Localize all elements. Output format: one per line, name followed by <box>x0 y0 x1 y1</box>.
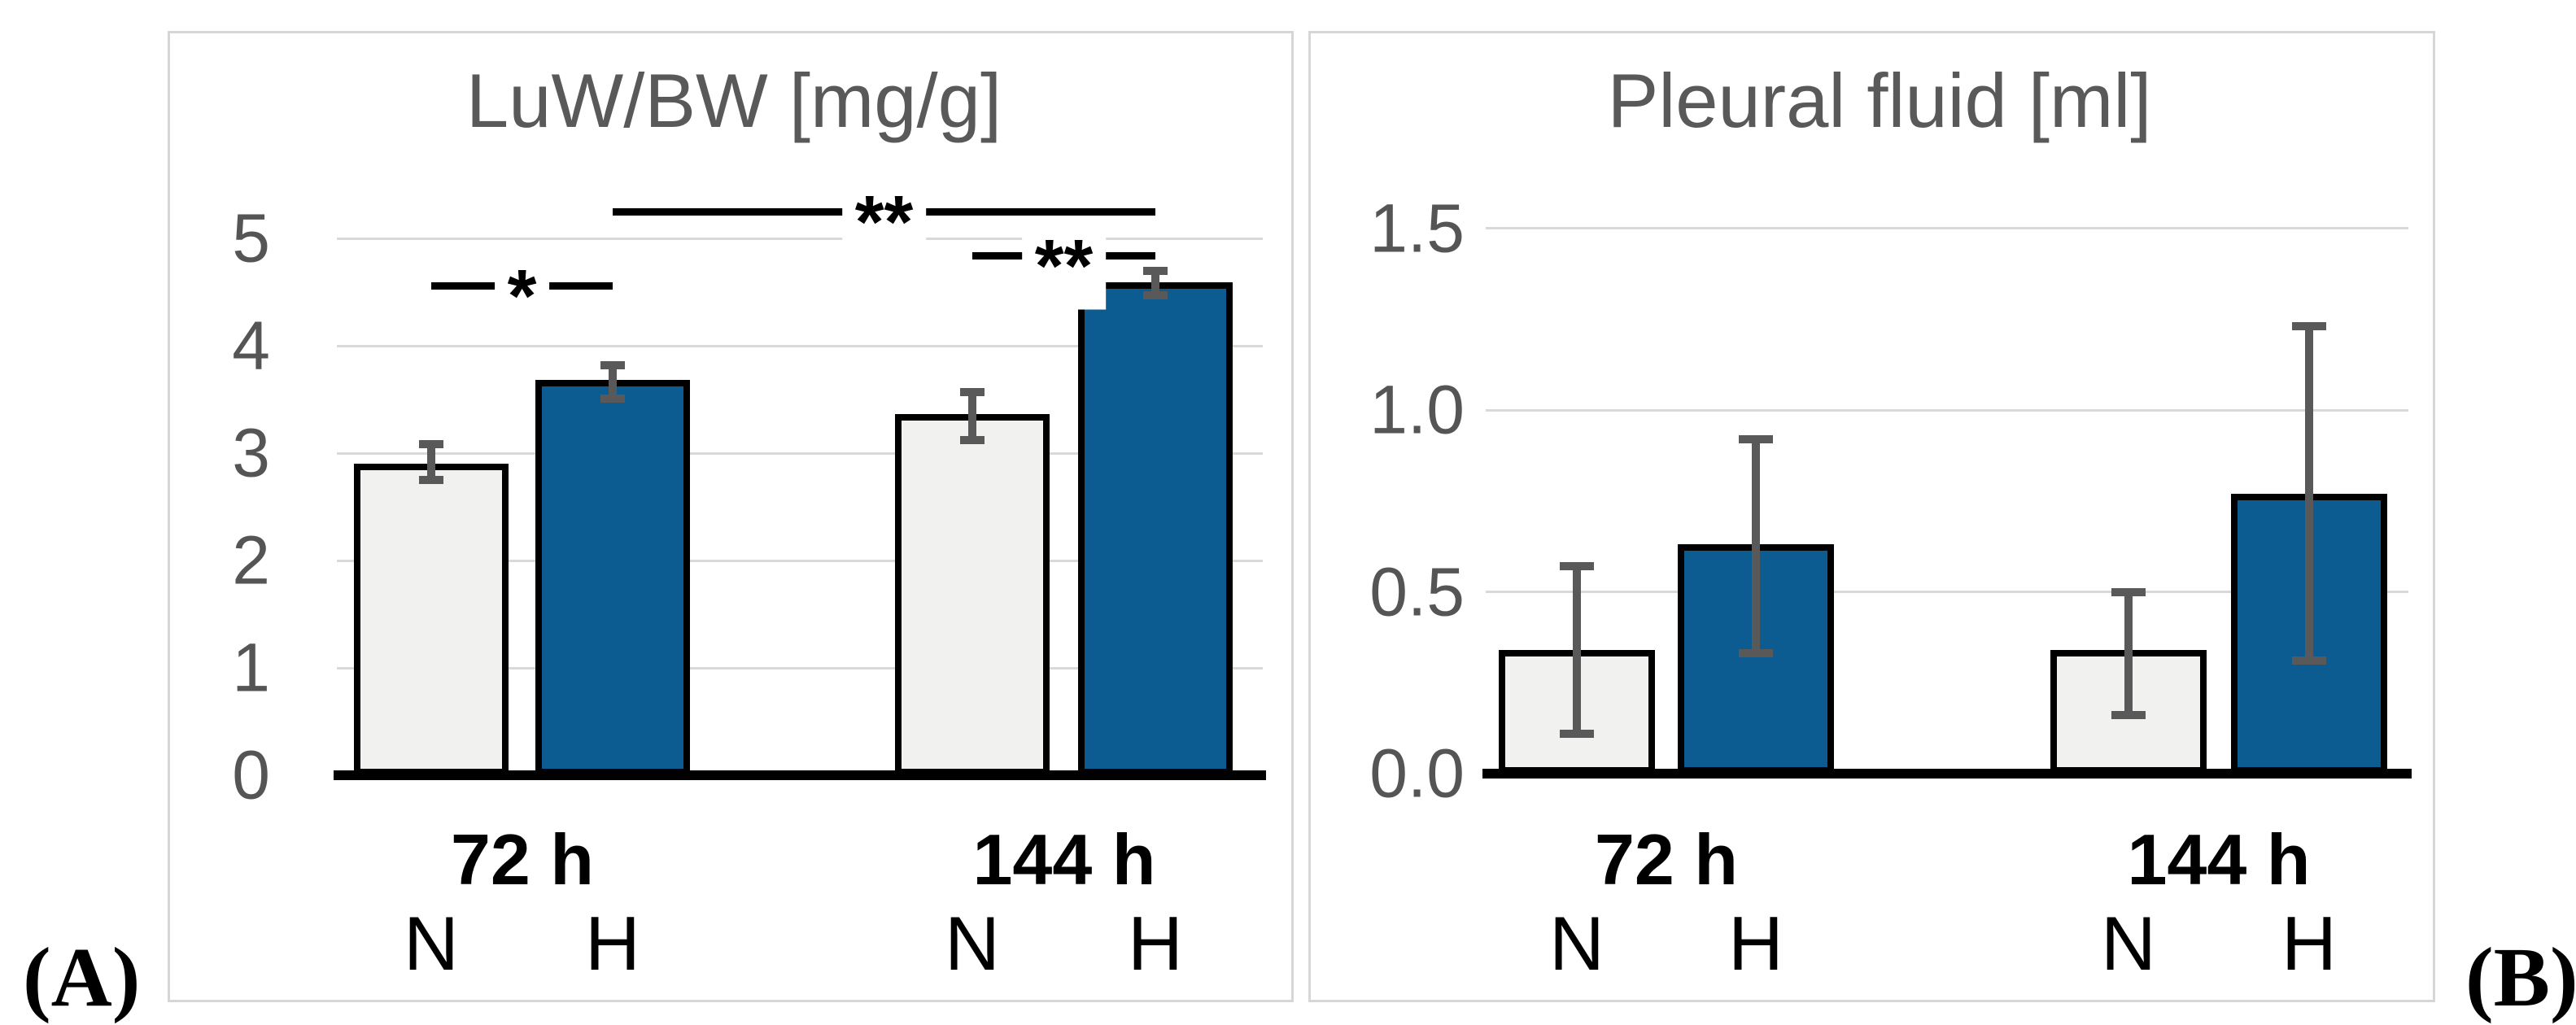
chart-b-error-cap-top-72h-N <box>1560 562 1594 571</box>
chart-a-error-cap-top-144h-N <box>960 387 985 396</box>
chart-a-bar-label-72h-H: H <box>585 901 640 986</box>
chart-a-y-tick-3: 3 <box>232 414 270 491</box>
chart-a-bar-144h-N <box>895 414 1050 775</box>
chart-a-bar-label-144h-H: H <box>1128 901 1183 986</box>
chart-b-error-bar-144h-H <box>2305 326 2313 661</box>
chart-b-error-bar-72h-H <box>1752 438 1760 654</box>
chart-b-gridline-0.5 <box>1486 591 2408 593</box>
chart-a-error-cap-bottom-72h-N <box>419 476 443 484</box>
chart-b-y-tick-1.0: 1.0 <box>1369 371 1465 448</box>
chart-b-y-tick-1.5: 1.5 <box>1369 190 1465 266</box>
chart-a-error-cap-bottom-144h-N <box>960 436 985 445</box>
panel-a-letter: (A) <box>23 931 141 1024</box>
chart-b-error-cap-bottom-72h-H <box>1739 649 1773 658</box>
chart-b-error-cap-bottom-144h-N <box>2111 711 2146 720</box>
chart-a-gridline-5 <box>337 237 1263 240</box>
chart-a-sig-label-2: ** <box>1021 224 1107 310</box>
chart-b-error-cap-top-144h-H <box>2292 322 2326 331</box>
chart-a-y-tick-0: 0 <box>232 736 270 813</box>
chart-a-gridline-4 <box>337 344 1263 347</box>
chart-b-bar-label-72h-H: H <box>1728 901 1784 986</box>
chart-b-group-label-72h: 72 h <box>1594 819 1739 900</box>
chart-b-error-cap-top-72h-H <box>1739 434 1773 443</box>
chart-b-bar-label-72h-N: N <box>1549 901 1605 986</box>
chart-a-bar-72h-H <box>535 380 690 775</box>
chart-a-y-tick-5: 5 <box>232 199 270 277</box>
chart-a-bar-label-144h-N: N <box>945 901 1000 986</box>
chart-a-group-label-72h: 72 h <box>450 819 595 900</box>
chart-a-bar-144h-H <box>1078 282 1233 775</box>
chart-b-gridline-1.0 <box>1486 408 2408 412</box>
chart-a-error-bar-72h-N <box>427 444 435 480</box>
chart-a-gridline-1 <box>337 666 1263 670</box>
chart-b-bar-label-144h-H: H <box>2281 901 2337 986</box>
chart-a-error-bar-144h-N <box>968 391 976 441</box>
chart-a-error-bar-72h-H <box>609 364 617 399</box>
chart-b-gridline-1.5 <box>1486 227 2408 229</box>
chart-b-bar-label-144h-N: N <box>2101 901 2156 986</box>
chart-a-error-cap-top-72h-N <box>419 440 443 449</box>
chart-a-gridline-2 <box>337 559 1263 562</box>
chart-b-error-cap-bottom-72h-N <box>1560 729 1594 738</box>
chart-b-error-cap-bottom-144h-H <box>2292 656 2326 665</box>
chart-b-title: Pleural fluid [ml] <box>1607 58 2152 143</box>
chart-a-x-axis-line <box>334 770 1266 780</box>
chart-a-error-bar-144h-H <box>1151 270 1159 295</box>
chart-a-title: LuW/BW [mg/g] <box>465 58 1002 143</box>
chart-b-y-tick-0.0: 0.0 <box>1369 735 1465 812</box>
chart-a-group-label-144h: 144 h <box>972 819 1156 900</box>
panel-b-letter: (B) <box>2465 931 2576 1024</box>
chart-b-group-label-144h: 144 h <box>2127 819 2311 900</box>
chart-a-y-tick-4: 4 <box>232 307 270 384</box>
chart-a-sig-label-3: ** <box>841 180 927 266</box>
chart-a-sig-label-1: * <box>494 254 550 340</box>
chart-b-x-axis-line <box>1482 769 2412 779</box>
chart-a-error-cap-top-144h-H <box>1143 266 1168 275</box>
chart-a-y-tick-2: 2 <box>232 521 270 599</box>
chart-a-bar-72h-N <box>354 464 509 775</box>
chart-a-error-cap-bottom-144h-H <box>1143 290 1168 299</box>
chart-a-gridline-3 <box>337 451 1263 455</box>
chart-a-bar-label-72h-N: N <box>404 901 459 986</box>
chart-a-error-cap-bottom-72h-H <box>600 394 625 403</box>
chart-b-error-cap-top-144h-N <box>2111 587 2146 596</box>
chart-b-error-bar-144h-N <box>2124 591 2133 716</box>
chart-b-error-bar-72h-N <box>1573 566 1581 734</box>
chart-a-error-cap-top-72h-H <box>600 360 625 369</box>
chart-b-y-tick-0.5: 0.5 <box>1369 553 1465 630</box>
chart-a-y-tick-1: 1 <box>232 629 270 706</box>
